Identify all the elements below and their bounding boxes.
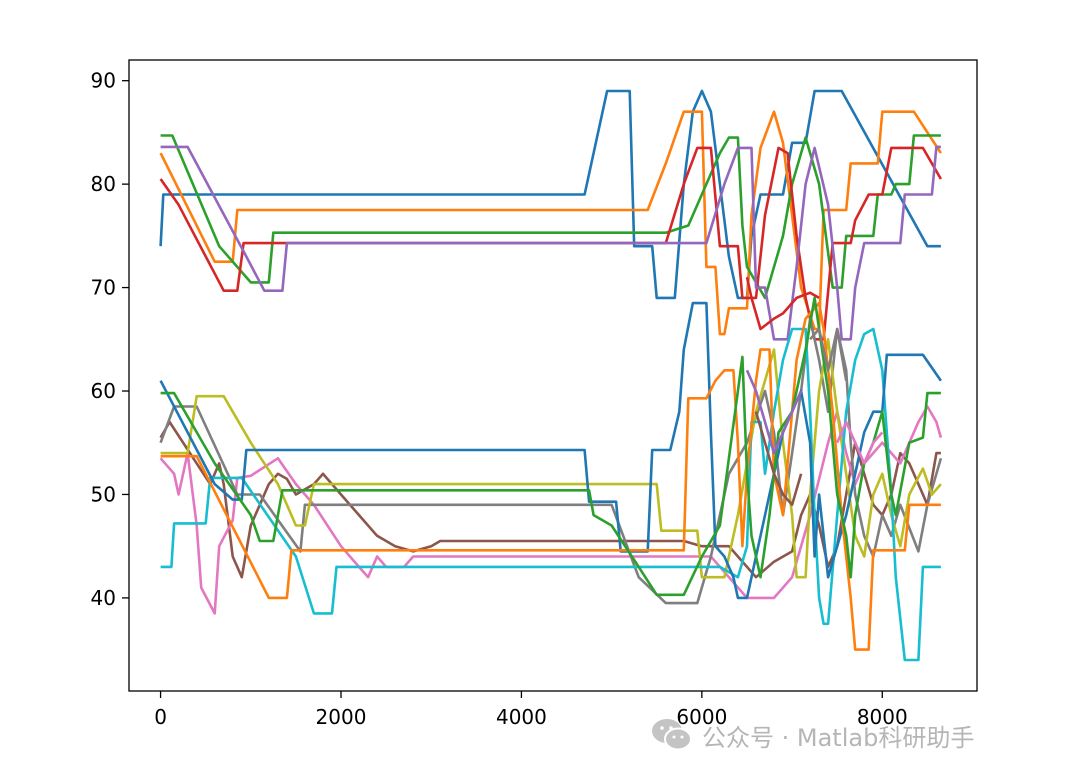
series-line-18	[809, 327, 848, 381]
y-tick-label: 40	[91, 586, 116, 610]
x-axis: 0 2000 4000 6000 8000	[154, 691, 908, 729]
x-tick-label: 0	[154, 705, 167, 729]
series-line-1	[159, 89, 941, 300]
x-tick-label: 8000	[857, 705, 908, 729]
series-line-14	[745, 276, 820, 331]
series-line-11	[159, 301, 942, 600]
x-tick-label: 6000	[676, 705, 727, 729]
watermark: 公众号 · Matlab科研助手	[650, 715, 974, 755]
series-layer	[159, 89, 943, 662]
wechat-icon	[652, 719, 692, 751]
series-line-15	[745, 369, 803, 455]
x-tick-label: 2000	[316, 705, 367, 729]
series-line-2	[159, 110, 942, 336]
series-line-12	[160, 301, 941, 651]
y-tick-label: 60	[91, 379, 116, 403]
series-line-3	[160, 134, 941, 300]
series-line-6	[159, 420, 941, 579]
y-tick-label: 70	[91, 276, 116, 300]
x-tick-label: 4000	[496, 705, 547, 729]
y-tick-label: 50	[91, 482, 116, 506]
series-line-5	[160, 145, 941, 341]
series-line-17	[836, 420, 884, 465]
series-line-13	[160, 296, 941, 597]
series-line-10	[160, 327, 941, 662]
y-axis: 40 50 60 70 80 90	[91, 69, 129, 610]
y-tick-label: 90	[91, 69, 116, 93]
plot-area-frame	[128, 59, 978, 692]
y-tick-label: 80	[91, 172, 116, 196]
series-line-9	[160, 337, 942, 579]
series-line-16	[754, 411, 803, 507]
watermark-text: 公众号 · Matlab科研助手	[702, 723, 975, 752]
